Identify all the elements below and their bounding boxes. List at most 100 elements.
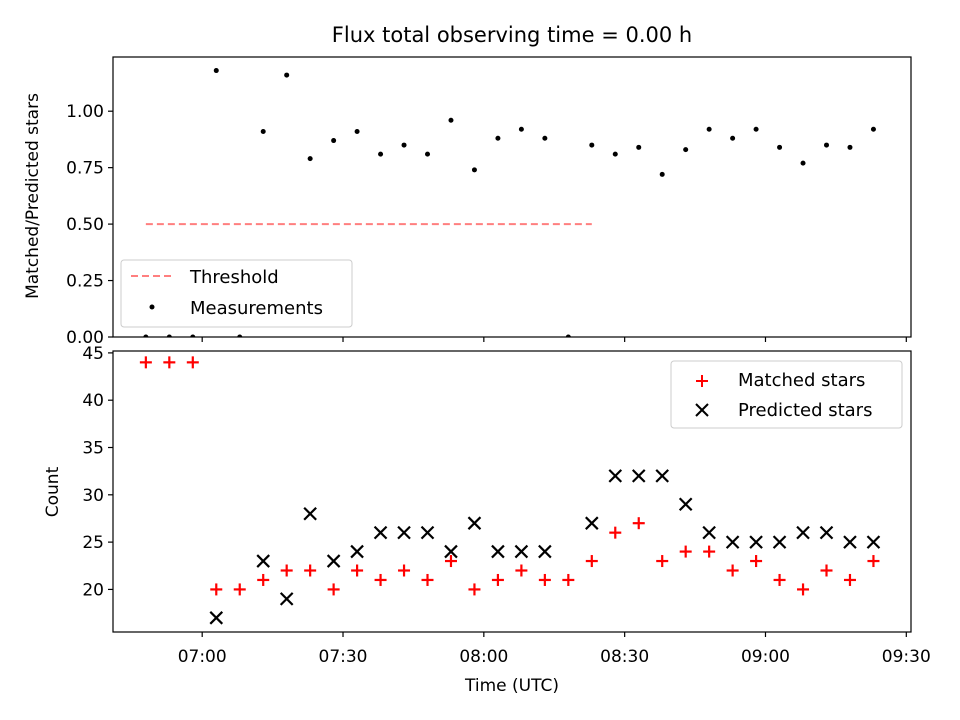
measurement-point xyxy=(284,72,290,78)
measurement-point xyxy=(425,151,431,157)
measurement-point xyxy=(636,144,642,150)
measurement-point xyxy=(354,129,360,135)
predicted-star-point xyxy=(678,497,693,512)
matched-star-point xyxy=(327,583,340,596)
y-tick-label: 1.00 xyxy=(66,102,104,122)
y-tick-label: 25 xyxy=(82,533,104,553)
legend-measurements-label: Measurements xyxy=(190,298,323,319)
matched-star-point xyxy=(773,573,786,586)
figure-title: Flux total observing time = 0.00 h xyxy=(332,23,692,47)
count-panel: Count 20 25 30 35 40 45 07:00 07:30 08:00 08:30 09… xyxy=(43,344,931,696)
measurement-point xyxy=(448,117,454,123)
predicted-star-point xyxy=(420,525,435,540)
matched-star-point xyxy=(679,545,692,558)
ratio-legend: Threshold Measurements xyxy=(120,259,353,328)
predicted-star-point xyxy=(491,544,505,559)
matched-star-point xyxy=(585,555,598,568)
matched-star-point xyxy=(421,573,434,586)
predicted-star-point xyxy=(467,516,482,530)
matched-star-point xyxy=(398,564,411,577)
matched-star-point xyxy=(186,356,199,369)
count-y-axis-label: Count xyxy=(43,466,63,517)
predicted-star-point xyxy=(749,535,763,549)
measurement-point xyxy=(706,126,712,132)
predicted-star-point xyxy=(209,611,224,625)
matched-star-point xyxy=(468,583,481,596)
predicted-star-point xyxy=(303,506,317,521)
measurement-point xyxy=(495,135,501,141)
x-axis-label: Time (UTC) xyxy=(464,676,559,696)
x-tick-label: 07:30 xyxy=(319,647,368,667)
matched-star-point xyxy=(843,573,856,586)
x-tick-label: 09:00 xyxy=(741,647,790,667)
matched-star-point xyxy=(820,564,833,577)
matched-star-point xyxy=(491,573,504,586)
predicted-star-point xyxy=(585,516,599,530)
ratio-legend-box xyxy=(120,259,353,328)
measurement-point xyxy=(237,334,243,337)
matched-star-point xyxy=(656,555,669,568)
measurement-point xyxy=(565,334,571,337)
y-tick-label: 35 xyxy=(82,439,104,459)
predicted-star-point xyxy=(866,535,881,549)
predicted-star-point xyxy=(608,469,623,483)
matched-star-point xyxy=(374,573,387,586)
predicted-star-point xyxy=(538,544,552,559)
matched-star-point xyxy=(515,564,528,577)
measurement-point xyxy=(589,142,595,148)
matched-star-point xyxy=(632,517,645,530)
predicted-star-point xyxy=(725,535,740,549)
predicted-star-point xyxy=(326,554,341,568)
measurement-point xyxy=(659,171,665,177)
predicted-star-point xyxy=(397,525,411,540)
matched-star-point xyxy=(562,573,575,586)
matched-star-point xyxy=(750,555,763,568)
count-legend-box xyxy=(670,360,903,429)
y-tick-label: 45 xyxy=(82,344,104,364)
legend-matched-label: Matched stars xyxy=(738,370,865,391)
measurement-point xyxy=(260,129,266,135)
predicted-star-point xyxy=(514,544,529,559)
measurement-point xyxy=(542,135,548,141)
y-tick-label: 20 xyxy=(82,580,104,600)
y-tick-label: 0.50 xyxy=(66,215,104,235)
predicted-star-point xyxy=(819,525,834,540)
x-tick-label: 08:00 xyxy=(459,647,508,667)
matched-star-point xyxy=(210,583,223,596)
measurement-point xyxy=(471,167,477,173)
x-tick-label: 09:30 xyxy=(882,647,931,667)
predicted-star-point xyxy=(702,525,716,540)
measurement-point xyxy=(753,126,759,132)
predicted-star-point xyxy=(796,525,810,540)
ratio-y-axis-label: Matched/Predicted stars xyxy=(23,93,43,299)
predicted-star-point xyxy=(655,469,669,483)
predicted-star-point xyxy=(631,469,646,483)
legend-predicted-swatch xyxy=(695,403,709,417)
measurement-point xyxy=(307,156,313,162)
predicted-star-point xyxy=(256,554,270,568)
matched-star-point xyxy=(703,545,716,558)
predicted-star-point xyxy=(350,544,364,559)
legend-matched-swatch xyxy=(696,375,708,387)
predicted-star-point xyxy=(843,535,857,549)
x-tick-label: 08:30 xyxy=(600,647,649,667)
measurement-point xyxy=(777,144,783,150)
y-tick-label: 0.25 xyxy=(66,272,104,292)
measurement-point xyxy=(213,68,219,74)
matched-star-point xyxy=(351,564,364,577)
legend-measurements-swatch xyxy=(149,304,155,310)
matched-star-point xyxy=(304,564,317,577)
measurement-point xyxy=(378,151,384,157)
ratio-plot-frame xyxy=(112,56,912,338)
measurement-point xyxy=(683,147,689,153)
measurement-point xyxy=(800,160,806,166)
matched-star-point xyxy=(867,555,880,568)
measurement-point xyxy=(190,334,196,337)
matched-star-point xyxy=(444,555,457,568)
y-tick-label: 30 xyxy=(82,486,104,506)
y-tick-label: 0.75 xyxy=(66,159,104,179)
measurement-point xyxy=(401,142,407,148)
matched-star-point xyxy=(163,356,176,369)
